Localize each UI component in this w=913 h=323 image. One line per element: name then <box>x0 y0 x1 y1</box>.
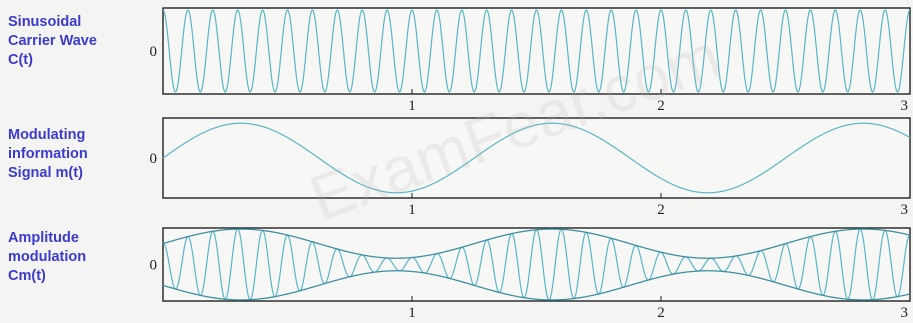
label-line: Signal m(t) <box>8 165 83 181</box>
series-line <box>162 122 911 194</box>
label-line: Sinusoidal <box>8 14 82 30</box>
x-tick-label: 2 <box>657 305 665 321</box>
zero-tick-label: 0 <box>150 258 158 274</box>
label-line: information <box>8 146 88 162</box>
plot-frame <box>162 227 911 302</box>
label-line: Carrier Wave <box>8 33 97 49</box>
modulating-signal-label: Modulating information Signal m(t) <box>8 126 88 183</box>
x-tick-label: 1 <box>408 98 416 114</box>
label-line: C(t) <box>8 52 33 68</box>
x-tick-label: 3 <box>901 98 909 114</box>
series-line <box>162 9 911 93</box>
x-tick-label: 3 <box>901 305 909 321</box>
label-line: Cm(t) <box>8 268 46 284</box>
carrier-wave-label: Sinusoidal Carrier Wave C(t) <box>8 13 97 70</box>
label-line: Amplitude <box>8 230 79 246</box>
x-tick-label: 1 <box>408 202 416 218</box>
x-tick-label: 3 <box>901 202 909 218</box>
x-tick-label: 1 <box>408 305 416 321</box>
plot-frame <box>162 117 911 199</box>
label-line: Modulating <box>8 127 86 143</box>
am-signal-label: Amplitude modulation Cm(t) <box>8 229 86 286</box>
zero-tick-label: 0 <box>150 44 158 60</box>
plot-frame <box>162 7 911 95</box>
x-tick-label: 2 <box>657 98 665 114</box>
x-tick-label: 2 <box>657 202 665 218</box>
lower-envelope <box>162 270 911 301</box>
label-line: modulation <box>8 249 87 265</box>
upper-envelope <box>162 228 911 259</box>
zero-tick-label: 0 <box>150 151 158 167</box>
